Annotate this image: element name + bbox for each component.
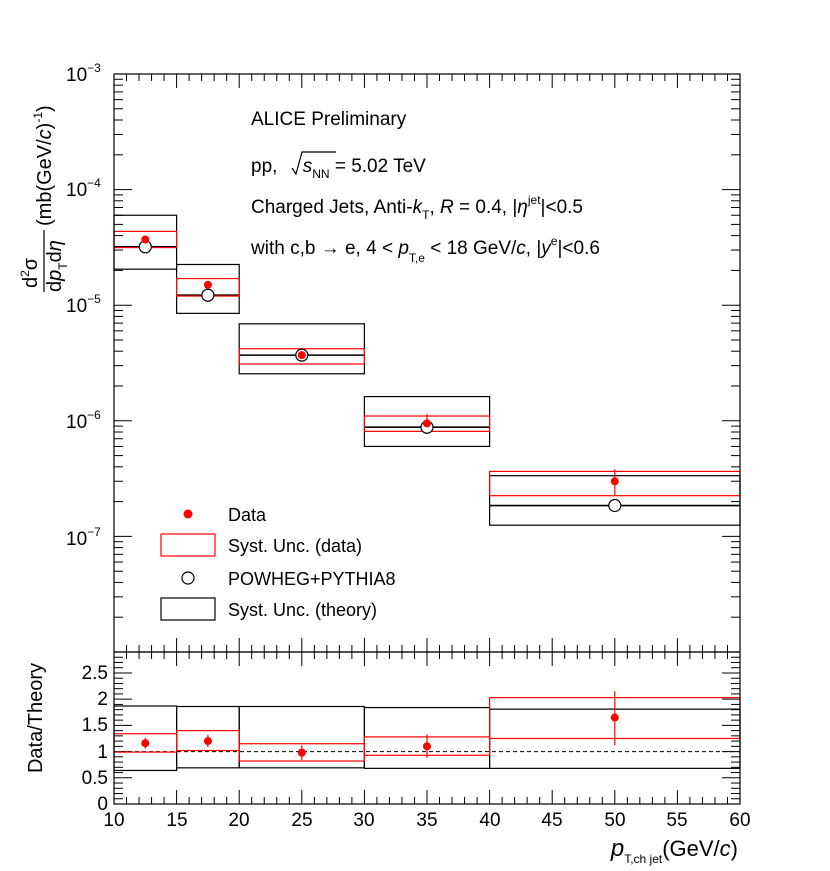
xtick-label-20: 20 bbox=[228, 810, 249, 831]
top-panel: 10−7 10−6 10−5 10−4 10−3 d2σ dpTdη (mb(G… bbox=[18, 61, 741, 653]
xtick-label-50: 50 bbox=[604, 810, 625, 831]
top-axis-ticks bbox=[113, 73, 741, 653]
ratio-stat-errors bbox=[144, 691, 616, 760]
legend-label-theory-syst: Syst. Unc. (theory) bbox=[228, 600, 377, 620]
ratio-points bbox=[141, 713, 619, 757]
bottom-ytick-labels: 0 0.5 1 1.5 2 2.5 bbox=[82, 663, 108, 815]
data-syst-boxes bbox=[113, 230, 741, 497]
legend: Data Syst. Unc. (data) POWHEG+PYTHIA8 Sy… bbox=[160, 505, 396, 621]
xtick-label-25: 25 bbox=[291, 810, 312, 831]
data-stat-errors bbox=[144, 235, 616, 496]
annotations: ALICE Preliminary pp, sNN = 5.02 TeV Cha… bbox=[250, 109, 600, 265]
data-point bbox=[203, 280, 212, 289]
theory-boxes bbox=[113, 214, 741, 526]
legend-label-data-syst: Syst. Unc. (data) bbox=[228, 536, 362, 556]
ytick-label-0: 0 bbox=[97, 794, 108, 815]
theory-point bbox=[201, 288, 215, 302]
ylabel-units: (mb(GeV/c)-1) bbox=[31, 105, 56, 226]
ytick-label-1e-5: 10−5 bbox=[66, 292, 101, 317]
legend-data-syst-box bbox=[160, 533, 216, 557]
top-y-axis-title: d2σ dpTdη (mb(GeV/c)-1) bbox=[18, 105, 70, 292]
theory-point bbox=[608, 498, 622, 513]
legend-data-marker bbox=[183, 509, 193, 519]
ratio-point bbox=[141, 739, 150, 748]
xtick-label-15: 15 bbox=[166, 810, 187, 831]
annotation-electrons: with c,b → e, 4 < pT,e < 18 GeV/c, |ye|<… bbox=[250, 234, 600, 265]
xtick-label-55: 55 bbox=[666, 810, 687, 831]
ytick-label-2: 2 bbox=[97, 689, 108, 710]
data-point bbox=[423, 419, 431, 428]
ytick-label-2-5: 2.5 bbox=[82, 663, 108, 684]
ratio-point bbox=[203, 737, 212, 746]
bottom-y-axis-title: Data/Theory bbox=[25, 663, 47, 773]
xtick-label-30: 30 bbox=[353, 810, 374, 831]
xtick-label-60: 60 bbox=[729, 810, 750, 831]
ytick-label-1-5: 1.5 bbox=[82, 715, 108, 736]
bottom-xtick-labels: 10 15 20 25 30 35 40 45 50 55 60 bbox=[103, 810, 750, 831]
bottom-axis-ticks bbox=[113, 652, 741, 805]
top-frame bbox=[113, 73, 741, 653]
xtick-label-10: 10 bbox=[103, 810, 124, 831]
legend-theory-marker bbox=[181, 571, 195, 585]
xtick-label-40: 40 bbox=[479, 810, 500, 831]
xtick-label-45: 45 bbox=[541, 810, 562, 831]
legend-label-data: Data bbox=[228, 505, 267, 525]
ratio-point bbox=[423, 742, 431, 751]
ratio-point bbox=[610, 713, 619, 722]
legend-theory-syst-box bbox=[160, 597, 216, 621]
annotation-jets: Charged Jets, Anti-kT, R = 0.4, |ηjet|<0… bbox=[251, 193, 583, 222]
data-point bbox=[297, 351, 306, 360]
ytick-label-1e-6: 10−6 bbox=[66, 408, 101, 433]
top-ytick-labels: 10−7 10−6 10−5 10−4 10−3 bbox=[66, 61, 101, 550]
ytick-label-1e-4: 10−4 bbox=[66, 176, 101, 201]
sqrt-sign bbox=[291, 151, 336, 176]
ytick-label-1: 1 bbox=[97, 742, 108, 763]
ylabel-numerator: d2σ bbox=[18, 257, 42, 288]
ratio-point bbox=[297, 748, 306, 757]
ratio-data-syst-box bbox=[176, 730, 240, 752]
ylabel-denominator: dpTdη bbox=[44, 240, 70, 292]
data-point bbox=[141, 235, 150, 244]
bottom-frame bbox=[113, 651, 741, 805]
ytick-label-1e-7: 10−7 bbox=[66, 525, 101, 550]
x-axis-title: pT,ch jet(GeV/c) bbox=[610, 835, 738, 866]
annotation-energy: pp, sNN = 5.02 TeV bbox=[251, 156, 426, 181]
data-point bbox=[610, 477, 619, 486]
ytick-label-1e-3: 10−3 bbox=[66, 61, 101, 86]
legend-label-theory: POWHEG+PYTHIA8 bbox=[228, 569, 396, 589]
ytick-label-0-5: 0.5 bbox=[82, 768, 108, 789]
annotation-alice: ALICE Preliminary bbox=[251, 109, 407, 130]
xtick-label-35: 35 bbox=[416, 810, 437, 831]
data-points bbox=[141, 235, 619, 486]
bottom-panel: 0 0.5 1 1.5 2 2.5 Data/Theory 10 15 20 2… bbox=[25, 651, 751, 866]
